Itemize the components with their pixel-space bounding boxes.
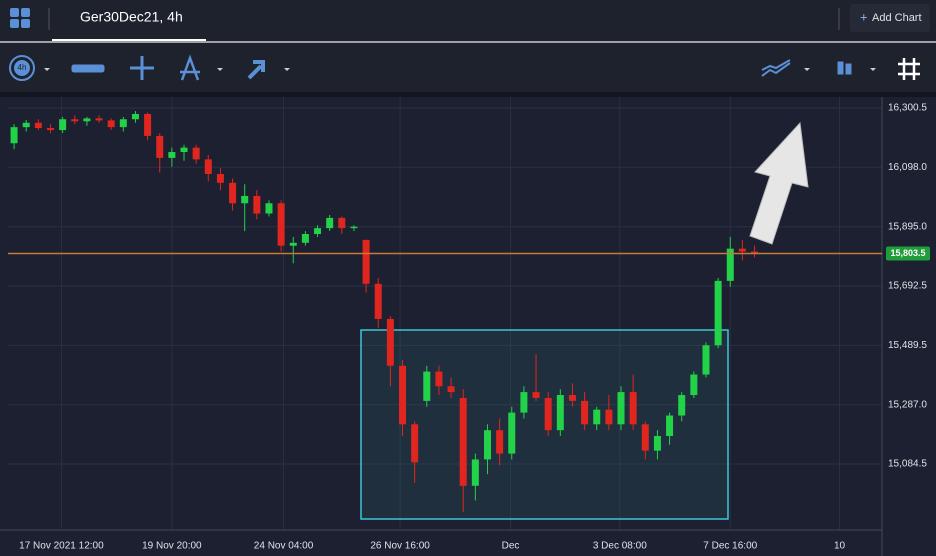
price-label: 15,803.5 xyxy=(890,248,925,258)
candle-body xyxy=(459,397,467,486)
candle-body xyxy=(605,409,613,425)
candle-body xyxy=(508,412,516,454)
candle-body xyxy=(46,128,54,131)
candle-body xyxy=(180,147,188,153)
grid-icon[interactable] xyxy=(10,8,30,28)
x-tick-label: 3 Dec 08:00 xyxy=(593,541,647,552)
candle-body xyxy=(362,239,370,284)
candle-body xyxy=(338,217,346,229)
y-tick-label: 15,489.5 xyxy=(888,340,927,351)
candle-body xyxy=(144,113,152,136)
x-tick-label: 7 Dec 16:00 xyxy=(703,541,757,552)
candle-body xyxy=(289,242,297,246)
candle-body xyxy=(399,365,407,425)
candle-body xyxy=(301,234,309,243)
candle-body xyxy=(71,119,79,122)
candle-body xyxy=(10,127,18,144)
chart-tab[interactable]: Ger30Dec21, 4h xyxy=(80,9,183,25)
add-chart-button[interactable]: + Add Chart xyxy=(850,4,930,32)
candle-body xyxy=(629,392,637,425)
y-tick-label: 15,287.0 xyxy=(888,399,927,410)
y-tick-label: 16,300.5 xyxy=(888,103,927,114)
candle-body xyxy=(411,424,419,463)
y-tick-label: 15,692.5 xyxy=(888,281,927,292)
plot-area: 17 Nov 2021 12:00 19 Nov 20:00 24 Nov 04:0… xyxy=(0,97,936,556)
candle-body xyxy=(59,119,67,131)
add-chart-label[interactable]: Add Chart xyxy=(872,12,922,24)
candle-body xyxy=(532,392,540,398)
candle-body xyxy=(119,119,127,128)
price-label-bg xyxy=(886,246,930,261)
candle-body xyxy=(204,159,212,174)
candle-body xyxy=(34,122,42,129)
tool-icons[interactable] xyxy=(71,54,920,81)
candle-body xyxy=(738,248,746,252)
candle-body xyxy=(435,371,443,387)
candle-body xyxy=(702,345,710,375)
candle-body xyxy=(678,395,686,416)
candle-body xyxy=(168,152,176,158)
candle-body xyxy=(192,147,200,160)
y-tick-label: 16,098.0 xyxy=(888,162,927,173)
candle-body xyxy=(374,283,382,319)
candle-body xyxy=(666,415,674,437)
candle-body xyxy=(544,397,552,431)
toolbar-shadow xyxy=(0,92,936,97)
candle-body xyxy=(751,251,759,254)
candle-body xyxy=(350,226,358,229)
candle-body xyxy=(22,122,30,128)
candle-body xyxy=(386,318,394,366)
interval-label[interactable]: 4h xyxy=(18,63,27,72)
candle-body xyxy=(496,430,504,454)
y-tick-label: 15,084.5 xyxy=(888,459,927,470)
candle-body xyxy=(95,118,103,121)
candle-body xyxy=(447,386,455,393)
candle-body xyxy=(726,248,734,281)
candle-body xyxy=(241,195,249,204)
x-tick-label: 24 Nov 04:00 xyxy=(254,541,314,552)
candle-body xyxy=(265,203,273,214)
candle-body xyxy=(253,195,261,214)
candle-body xyxy=(471,459,479,486)
candle-body xyxy=(314,228,322,235)
y-tick-label: 15,895.0 xyxy=(888,221,927,232)
candle-body xyxy=(423,371,431,401)
interval-button[interactable]: 4h xyxy=(9,55,50,81)
candle-body xyxy=(277,203,285,246)
candle-body xyxy=(653,436,661,451)
svg-text:+: + xyxy=(860,9,868,24)
candle-body xyxy=(326,217,334,229)
candle-body xyxy=(581,400,589,425)
candle-body xyxy=(83,118,91,122)
x-tick-label: 26 Nov 16:00 xyxy=(370,541,430,552)
candle-body xyxy=(107,120,115,128)
candle-body xyxy=(641,424,649,451)
candle-body xyxy=(714,280,722,346)
candle-body xyxy=(520,392,528,413)
candle-body xyxy=(568,395,576,401)
candle-body xyxy=(483,430,491,460)
x-tick-label: 19 Nov 20:00 xyxy=(142,541,202,552)
x-tick-label: 17 Nov 2021 12:00 xyxy=(19,541,104,552)
x-tick-label: Dec xyxy=(502,541,520,552)
candle-body xyxy=(617,392,625,425)
candle-body xyxy=(156,135,164,158)
x-tick-label: 10 xyxy=(834,541,846,552)
candle-body xyxy=(229,182,237,204)
candle-body xyxy=(131,113,139,120)
candle-body xyxy=(216,173,224,183)
candle-body xyxy=(556,395,564,431)
arrow-annotation xyxy=(749,121,809,245)
candle-body xyxy=(690,374,698,396)
candle-body xyxy=(593,409,601,425)
